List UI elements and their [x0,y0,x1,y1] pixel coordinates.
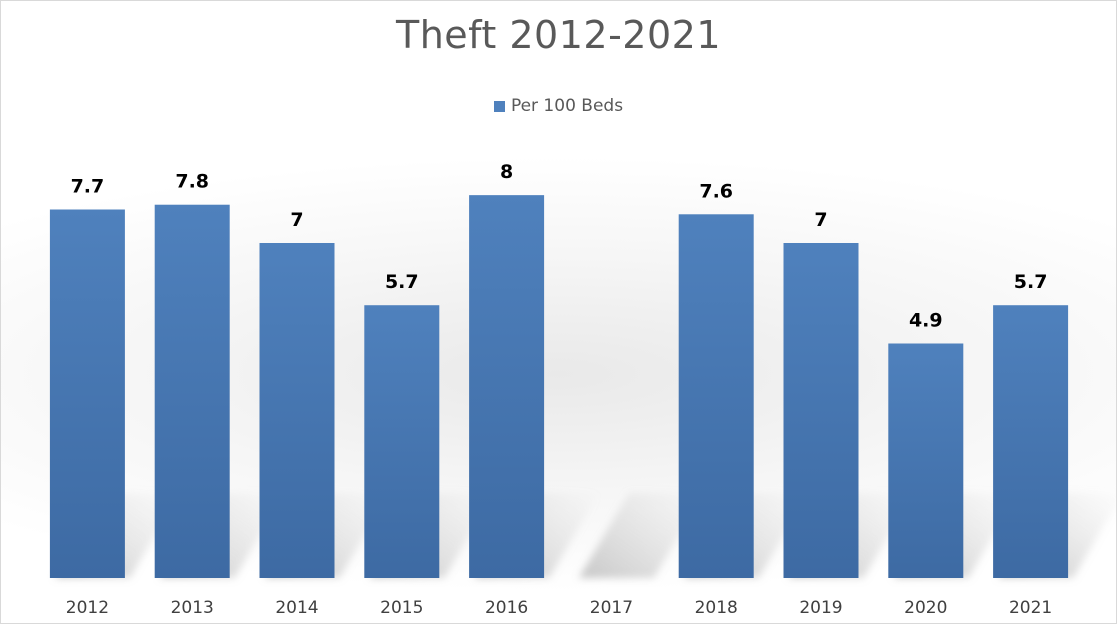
x-tick-label-2018: 2018 [695,598,738,618]
data-label-2016: 8 [500,161,513,183]
legend: Per 100 Beds [1,96,1116,116]
bar-2015 [364,305,440,578]
bar-2012 [49,209,125,578]
data-label-2019: 7 [814,209,827,231]
bar-2014 [259,243,335,578]
bar-2019 [783,243,859,578]
data-label-2021: 5.7 [1014,271,1048,293]
x-tick-label-2015: 2015 [380,598,423,618]
data-label-2014: 7 [290,209,303,231]
chart-title: Theft 2012-2021 [396,13,721,57]
x-tick-label-2020: 2020 [904,598,947,618]
bar-2020 [888,343,964,578]
x-tick-label-2021: 2021 [1009,598,1052,618]
x-tick-label-2014: 2014 [275,598,318,618]
data-label-2015: 5.7 [385,271,419,293]
data-label-2012: 7.7 [71,176,105,198]
bar-shadow-2017 [578,493,704,578]
legend-label: Per 100 Beds [510,96,624,116]
bar-2013 [154,204,230,578]
bar-2018 [678,214,754,579]
bars [49,195,1069,579]
data-label-2020: 4.9 [909,310,943,332]
x-tick-label-2017: 2017 [590,598,633,618]
data-label-2018: 7.6 [699,180,733,202]
data-label-2013: 7.8 [175,171,209,193]
data-labels: 7.7 7.8 7 5.7 8 7.6 7 4.9 5.7 [71,161,1048,331]
x-tick-label-2016: 2016 [485,598,528,618]
x-tick-label-2013: 2013 [171,598,214,618]
x-axis-ticks: 2012 2013 2014 2015 2016 2017 2018 2019 2020 2021 [66,598,1052,618]
legend-swatch [493,100,505,112]
x-tick-label-2012: 2012 [66,598,109,618]
x-tick-label-2019: 2019 [799,598,842,618]
bar-2021 [993,305,1069,578]
bar-2016 [469,195,545,578]
